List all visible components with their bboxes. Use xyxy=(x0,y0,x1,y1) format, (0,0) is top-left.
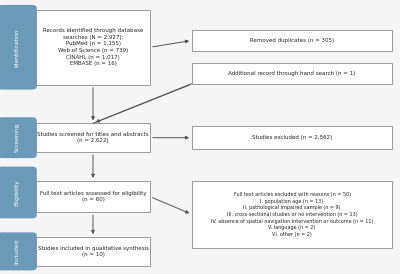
FancyBboxPatch shape xyxy=(192,63,392,84)
Text: Included: Included xyxy=(14,239,20,264)
FancyBboxPatch shape xyxy=(36,10,150,85)
Text: Identification: Identification xyxy=(14,28,20,67)
FancyBboxPatch shape xyxy=(36,123,150,152)
Text: Screening: Screening xyxy=(14,123,20,152)
Text: Records identified through database
searches (N = 2,927):
PubMed (n = 1,155)
Web: Records identified through database sear… xyxy=(43,28,143,66)
Text: Eligibility: Eligibility xyxy=(14,179,20,206)
Text: Full text articles excluded with reasons (n = 50)
I. population age (n = 13)
II.: Full text articles excluded with reasons… xyxy=(211,192,373,237)
Text: Studies screened for titles and abstracts
(n = 2,622): Studies screened for titles and abstract… xyxy=(37,132,149,144)
FancyBboxPatch shape xyxy=(36,181,150,212)
FancyBboxPatch shape xyxy=(36,237,150,266)
FancyBboxPatch shape xyxy=(192,181,392,248)
FancyBboxPatch shape xyxy=(0,232,37,270)
FancyBboxPatch shape xyxy=(192,126,392,149)
FancyBboxPatch shape xyxy=(0,117,37,158)
Text: Full text articles assessed for eligibility
(n = 60): Full text articles assessed for eligibil… xyxy=(40,191,146,202)
FancyBboxPatch shape xyxy=(0,5,37,90)
Text: Studies included in qualitative synthesis
(n = 10): Studies included in qualitative synthesi… xyxy=(38,246,148,257)
FancyBboxPatch shape xyxy=(192,30,392,51)
Text: Removed duplicates (n = 305): Removed duplicates (n = 305) xyxy=(250,38,334,43)
Text: Studies excluded (n = 2,562): Studies excluded (n = 2,562) xyxy=(252,135,332,140)
Text: Additional record through hand search (n = 1): Additional record through hand search (n… xyxy=(228,71,356,76)
FancyBboxPatch shape xyxy=(0,167,37,218)
